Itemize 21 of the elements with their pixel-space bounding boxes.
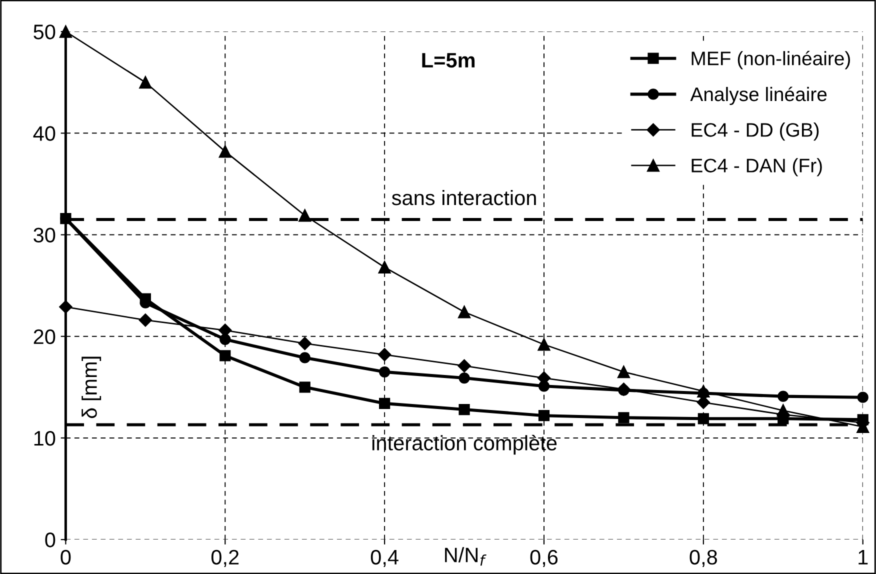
x-tick-label: 0 bbox=[60, 550, 71, 565]
x-tick-label: 0,6 bbox=[530, 550, 558, 568]
y-tick-label: 20 bbox=[34, 329, 56, 344]
y-axis-title: δ [mm] bbox=[82, 356, 102, 418]
ref-line-label: interaction complète bbox=[372, 434, 557, 455]
y-tick-label: 40 bbox=[33, 126, 56, 141]
x-tick-label: 0,8 bbox=[690, 550, 718, 568]
y-tick-label: 10 bbox=[34, 430, 56, 446]
x-axis-title: N/N$_{f}$ bbox=[445, 547, 486, 566]
y-tick-label: 30 bbox=[34, 228, 56, 243]
x-tick-label: 0,2 bbox=[211, 550, 239, 568]
ref-line-label: sans interaction bbox=[392, 190, 536, 206]
y-tick-label: 50 bbox=[34, 24, 56, 40]
legend-label: EC4 - DAN (Fr) bbox=[692, 158, 822, 176]
legend-label: EC4 - DD (GB) bbox=[692, 122, 819, 141]
legend-label: MEF (non-linéaire) bbox=[692, 50, 850, 70]
annotation: L=5m bbox=[422, 53, 475, 68]
x-tick-label: 1 bbox=[858, 550, 868, 564]
legend-label: Analyse linéaire bbox=[690, 86, 827, 106]
y-tick-label: 0 bbox=[45, 532, 56, 548]
x-tick-label: 0,4 bbox=[370, 550, 398, 568]
